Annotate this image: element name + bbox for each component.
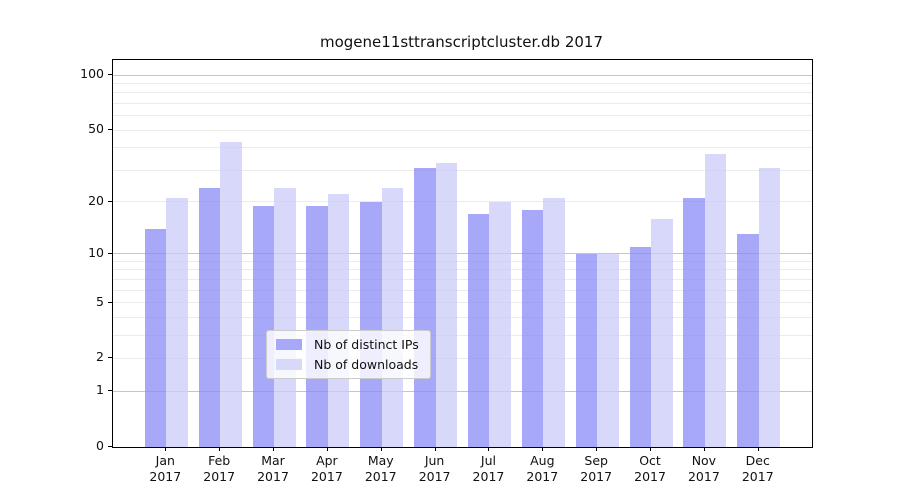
gridline-50: [113, 129, 812, 131]
bar-nov-2017-downloads: [704, 153, 727, 447]
bar-jan-2017-ips: [144, 228, 167, 447]
bar-dec-2017-downloads: [758, 167, 781, 447]
gridline-7: [113, 278, 812, 280]
x-tick-label-apr: Apr 2017: [310, 453, 343, 484]
x-tick-mark-oct: [650, 447, 652, 451]
y-tick-mark-20: [108, 200, 112, 202]
x-tick-mark-sep: [596, 447, 598, 451]
x-tick-label-oct: Oct 2017: [634, 453, 666, 484]
x-tick-mark-jul: [488, 447, 490, 451]
legend-item-distinct-ips: Nb of distinct IPs: [276, 337, 419, 352]
gridline-2: [113, 357, 812, 359]
x-tick-label-may: May 2017: [364, 453, 397, 484]
gridline-60: [113, 115, 812, 117]
bar-feb-2017-ips: [198, 187, 221, 447]
gridline-80: [113, 92, 812, 94]
legend-swatch-distinct-ips: [276, 339, 302, 350]
legend-label-distinct-ips: Nb of distinct IPs: [314, 337, 419, 352]
y-tick-label-10: 10: [88, 244, 104, 260]
y-tick-mark-1: [108, 390, 112, 392]
x-tick-mark-aug: [542, 447, 544, 451]
chart-title: mogene11sttranscriptcluster.db 2017: [320, 33, 603, 51]
x-tick-mark-feb: [219, 447, 221, 451]
bar-oct-2017-ips: [629, 246, 652, 447]
gridline-90: [113, 82, 812, 84]
gridline-1: [113, 390, 812, 392]
bar-mar-2017-downloads: [274, 187, 296, 447]
legend-item-downloads: Nb of downloads: [276, 357, 419, 372]
bar-apr-2017-ips: [306, 205, 328, 447]
y-tick-mark-100: [108, 74, 112, 76]
legend-swatch-downloads: [276, 359, 302, 370]
y-tick-label-20: 20: [88, 192, 104, 208]
y-tick-label-100: 100: [80, 66, 104, 82]
plot-area: [112, 59, 813, 448]
x-tick-label-sep: Sep 2017: [580, 453, 613, 484]
y-tick-label-1: 1: [96, 382, 104, 398]
x-tick-mark-jun: [434, 447, 436, 451]
gridline-100: [113, 74, 812, 76]
legend-label-downloads: Nb of downloads: [314, 357, 419, 372]
gridline-20: [113, 201, 812, 203]
x-tick-label-dec: Dec 2017: [741, 453, 774, 484]
legend: Nb of distinct IPs Nb of downloads: [266, 330, 431, 379]
bar-sep-2017-downloads: [597, 253, 619, 447]
bar-nov-2017-ips: [683, 197, 705, 447]
x-tick-mark-mar: [273, 447, 275, 451]
y-tick-label-50: 50: [88, 121, 104, 137]
x-tick-label-mar: Mar 2017: [257, 453, 289, 484]
y-tick-mark-5: [108, 301, 112, 303]
bar-oct-2017-downloads: [651, 218, 673, 447]
x-tick-label-jun: Jun 2017: [418, 453, 451, 484]
gridline-30: [113, 169, 812, 171]
gridline-3: [113, 334, 812, 336]
bar-dec-2017-ips: [737, 234, 759, 447]
bar-feb-2017-downloads: [220, 142, 242, 447]
y-tick-label-5: 5: [96, 293, 104, 309]
x-tick-mark-may: [380, 447, 382, 451]
bar-jun-2017-downloads: [435, 162, 458, 447]
gridline-4: [113, 316, 812, 318]
x-tick-mark-nov: [703, 447, 705, 451]
y-tick-label-2: 2: [96, 349, 104, 365]
x-tick-mark-dec: [757, 447, 759, 451]
bar-may-2017-ips: [360, 201, 382, 447]
gridline-70: [113, 102, 812, 104]
gridline-5: [113, 302, 812, 304]
x-tick-label-aug: Aug 2017: [526, 453, 559, 484]
bar-jul-2017-downloads: [489, 201, 511, 447]
bar-jan-2017-downloads: [166, 197, 188, 447]
bar-sep-2017-ips: [575, 253, 598, 447]
y-tick-mark-50: [108, 129, 112, 131]
y-tick-mark-0: [108, 446, 112, 447]
x-tick-label-jul: Jul 2017: [472, 453, 505, 484]
y-tick-label-0: 0: [96, 438, 104, 453]
x-tick-mark-jan: [165, 447, 167, 451]
gridline-10: [113, 253, 812, 255]
x-tick-mark-apr: [326, 447, 328, 451]
gridline-6: [113, 289, 812, 291]
bar-may-2017-downloads: [381, 187, 404, 447]
x-tick-label-feb: Feb 2017: [203, 453, 236, 484]
gridline-8: [113, 269, 812, 271]
bar-mar-2017-ips: [252, 205, 275, 447]
x-tick-label-nov: Nov 2017: [687, 453, 720, 484]
gridline-9: [113, 260, 812, 262]
y-tick-mark-10: [108, 252, 112, 254]
bar-jun-2017-ips: [414, 167, 436, 447]
bar-jul-2017-ips: [467, 214, 490, 447]
bar-apr-2017-downloads: [327, 194, 350, 447]
gridline-40: [113, 147, 812, 149]
bar-aug-2017-ips: [521, 209, 544, 447]
y-tick-mark-2: [108, 357, 112, 359]
bar-aug-2017-downloads: [543, 197, 565, 447]
x-tick-label-jan: Jan 2017: [149, 453, 182, 484]
